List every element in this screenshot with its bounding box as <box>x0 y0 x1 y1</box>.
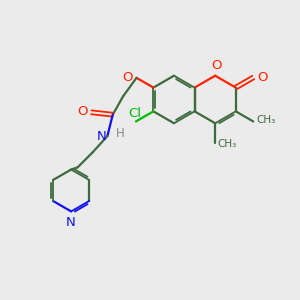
Text: H: H <box>116 127 124 140</box>
Text: N: N <box>96 130 106 143</box>
Text: O: O <box>122 71 133 84</box>
Text: O: O <box>77 105 88 118</box>
Text: CH₃: CH₃ <box>217 139 236 149</box>
Text: O: O <box>257 71 268 84</box>
Text: O: O <box>211 59 222 72</box>
Text: Cl: Cl <box>128 107 141 120</box>
Text: CH₃: CH₃ <box>256 115 275 125</box>
Text: N: N <box>66 216 76 229</box>
